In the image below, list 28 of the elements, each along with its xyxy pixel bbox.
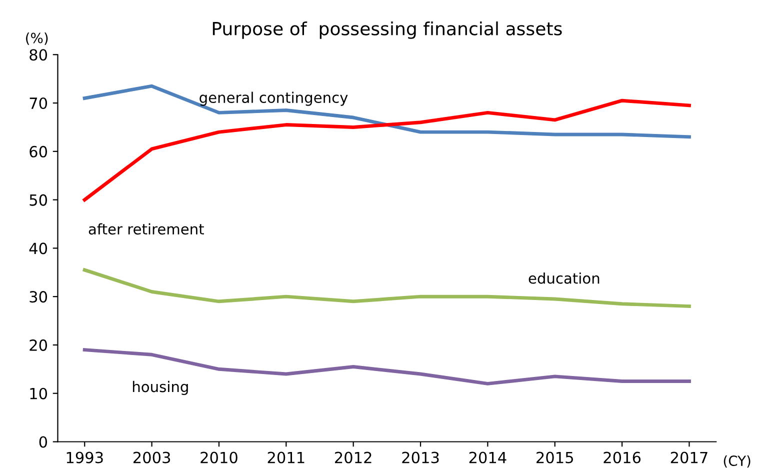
y-tick-label: 30 [30,291,48,303]
line-series [82,84,691,139]
y-tick-label: 60 [30,146,48,158]
x-tick-label: 2017 [670,452,708,464]
x-tick-label: 2012 [335,452,372,464]
x-tick-label: 2014 [469,452,506,464]
y-tick-label: 20 [30,339,48,351]
chart-title: Purpose of possessing financial assets [212,21,562,39]
series-label: education [528,272,600,284]
x-tick-label: 2010 [200,452,238,464]
x-tick-label: 2011 [268,452,304,464]
line-series [82,268,691,308]
y-tick-label: 10 [30,388,48,400]
y-axis-title: (%) [26,32,48,45]
y-tick-label: 50 [30,194,48,206]
x-tick-label: 2013 [402,452,439,464]
y-tick-label: 70 [30,97,48,110]
series-label: housing [132,380,188,396]
x-tick-label: 2003 [133,452,170,464]
series-label: after retirement [88,223,204,235]
y-tick-label: 40 [29,242,48,254]
x-tick-label: 2016 [604,452,641,464]
series-label: general contingency [200,92,348,106]
x-axis-title: (CY) [724,455,750,468]
y-tick-label: 80 [30,49,48,61]
x-tick-label: 1993 [66,452,103,464]
y-tick-label: 0 [39,436,48,448]
x-tick-label: 2015 [536,452,573,464]
